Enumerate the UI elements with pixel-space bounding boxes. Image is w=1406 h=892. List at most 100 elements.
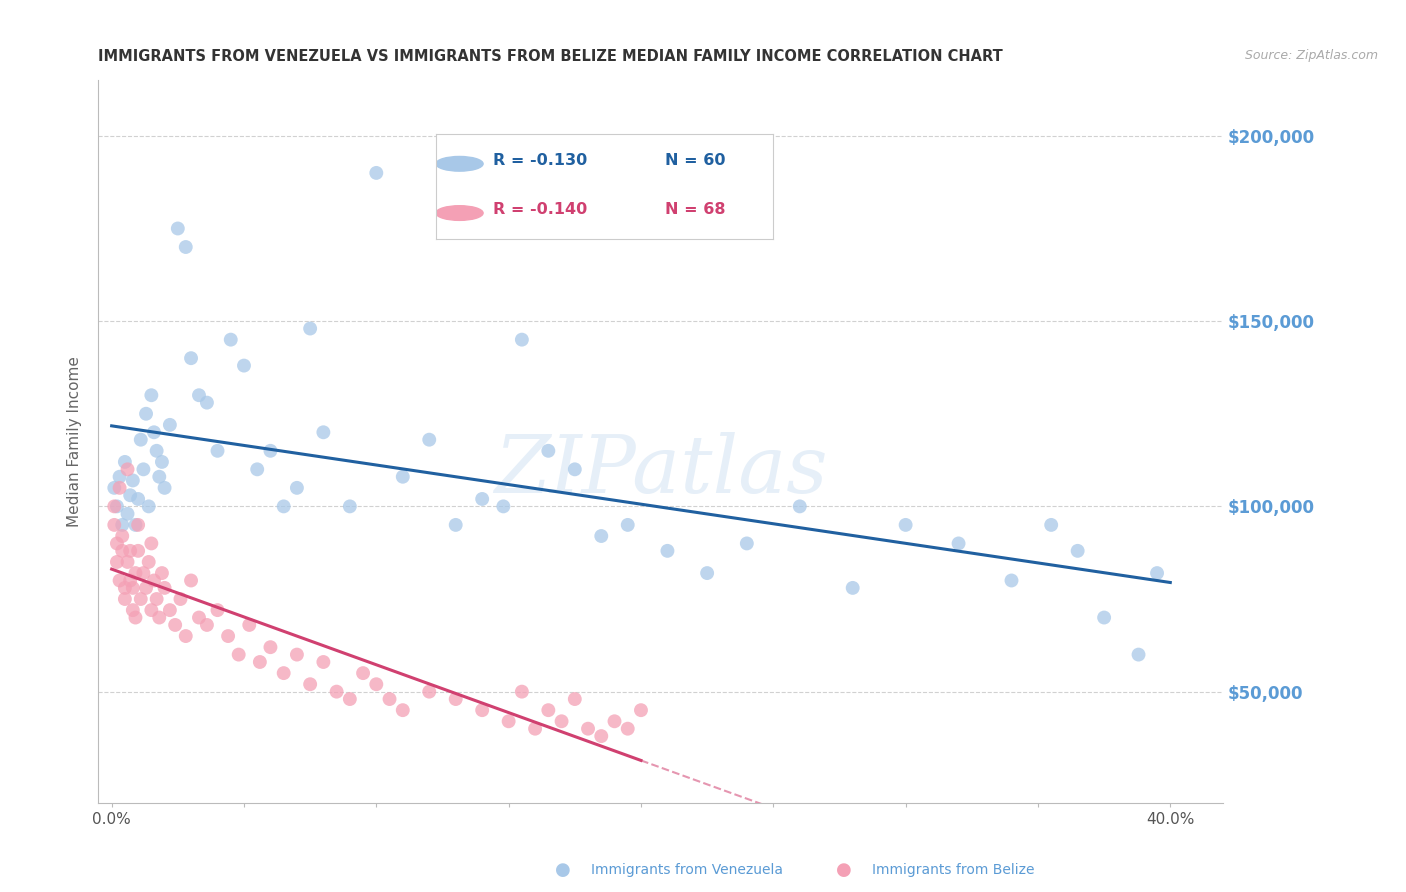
Point [135,407,157,421]
Point [418,433,440,447]
Point [103,481,125,495]
Point [111,544,134,558]
Point [339,500,361,514]
Point [166,221,188,235]
Point [117,462,139,476]
Point [312,655,335,669]
Point [233,359,256,373]
Point [1066,544,1088,558]
Point [325,684,347,698]
Point [564,692,586,706]
Point [1040,517,1063,532]
Point [108,574,131,588]
Point [148,610,170,624]
Point [498,714,520,729]
Point [366,166,388,180]
Point [735,536,758,550]
Point [789,500,811,514]
Point [537,703,560,717]
Point [153,481,176,495]
Point [120,488,142,502]
Point [299,677,322,691]
Point [150,455,173,469]
Point [444,517,467,532]
Point [391,703,413,717]
Point [121,474,143,488]
Point [299,321,322,335]
Point [217,629,239,643]
Text: Immigrants from Belize: Immigrants from Belize [872,863,1035,877]
Point [657,544,679,558]
Point [510,333,533,347]
Point [105,555,128,569]
Point [444,692,467,706]
Point [1128,648,1150,662]
Point [418,684,440,698]
Point [550,714,572,729]
Point [138,555,160,569]
Point [180,351,202,366]
Point [471,703,494,717]
Point [259,640,281,655]
Point [207,443,229,458]
Point [378,692,401,706]
Point [537,443,560,458]
Point [143,574,166,588]
Point [616,517,638,532]
Point [207,603,229,617]
Point [273,666,295,681]
Point [273,500,295,514]
Point [195,395,218,409]
Point [138,500,160,514]
Point [108,469,131,483]
Point [129,433,152,447]
Point [249,655,271,669]
Point [246,462,269,476]
Point [117,507,139,521]
Point [108,481,131,495]
Point [492,500,515,514]
Point [696,566,718,580]
Point [127,491,149,506]
Point [391,469,413,483]
Point [117,555,139,569]
Text: IMMIGRANTS FROM VENEZUELA VS IMMIGRANTS FROM BELIZE MEDIAN FAMILY INCOME CORRELA: IMMIGRANTS FROM VENEZUELA VS IMMIGRANTS … [98,49,1002,64]
Point [630,703,652,717]
Text: ZIPatlas: ZIPatlas [494,432,828,509]
Point [141,388,163,402]
Point [312,425,335,440]
Point [124,517,146,532]
Point [285,648,308,662]
Point [228,648,250,662]
Point [103,517,125,532]
Point [114,455,136,469]
Point [259,443,281,458]
Point [124,610,146,624]
Point [132,462,155,476]
Point [564,462,586,476]
Point [129,592,152,607]
Point [150,566,173,580]
Point [1000,574,1022,588]
Point [524,722,547,736]
Point [114,592,136,607]
Point [188,610,211,624]
Point [576,722,599,736]
Point [510,684,533,698]
Point [169,592,191,607]
Point [174,240,197,254]
Point [121,603,143,617]
Point [366,677,388,691]
Point [174,629,197,643]
Point [141,536,163,550]
Point [894,517,917,532]
Point [285,481,308,495]
Point [339,692,361,706]
Point [616,722,638,736]
Point [121,581,143,595]
Point [111,529,134,543]
Point [219,333,242,347]
Text: ●: ● [835,861,852,879]
Point [180,574,202,588]
Point [1092,610,1115,624]
